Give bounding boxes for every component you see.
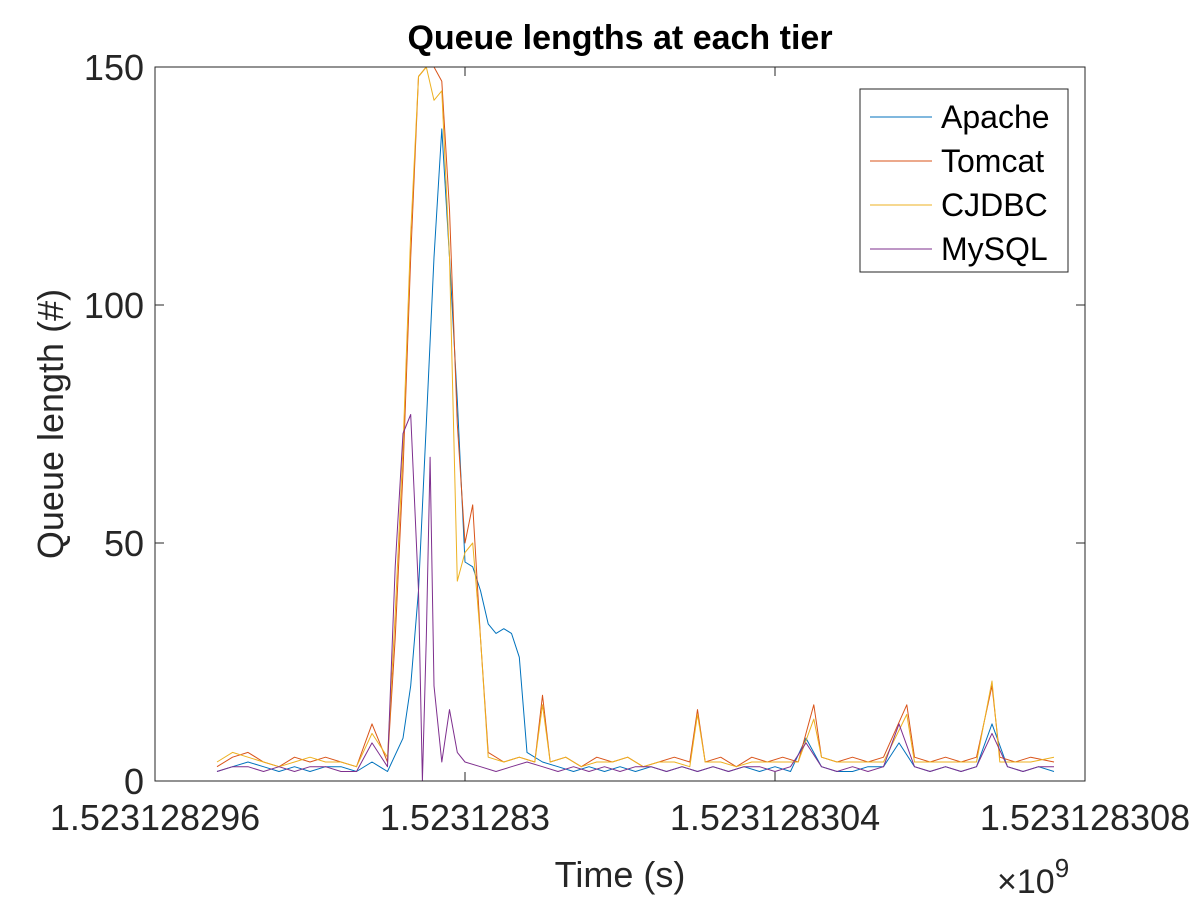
x-axis-label: Time (s) (555, 854, 686, 895)
legend-box (859, 88, 1069, 273)
x-axis-exponent-base: ×10 (997, 863, 1055, 900)
series-line-tomcat (216, 66, 1055, 768)
legend: Apache Tomcat CJDBC MySQL (859, 88, 1069, 273)
ticks-layer: 1.523128296 1.5231283 1.523128304 1.5231283… (50, 47, 1190, 838)
y-tick-label: 50 (104, 523, 144, 564)
x-tick-label: 1.523128296 (50, 797, 260, 838)
x-tick-label: 1.523128304 (670, 797, 880, 838)
y-tick-label: 0 (124, 761, 144, 802)
legend-label-mysql: MySQL (941, 231, 1048, 267)
x-axis-exponent: ×109 (997, 853, 1069, 900)
y-tick-label: 150 (84, 47, 144, 88)
legend-label-apache: Apache (941, 99, 1050, 135)
legend-label-cjdbc: CJDBC (941, 187, 1048, 223)
chart-title: Queue lengths at each tier (407, 19, 832, 57)
legend-label-tomcat: Tomcat (941, 143, 1044, 179)
series-line-mysql (216, 414, 1054, 782)
x-tick-label: 1.523128308 (980, 797, 1190, 838)
y-axis-label: Queue length (#) (30, 289, 71, 559)
x-tick-label: 1.5231283 (380, 797, 550, 838)
axes-box (154, 66, 1086, 782)
x-axis-exponent-power: 9 (1055, 853, 1069, 883)
y-tick-label: 100 (84, 285, 144, 326)
series-line-cjdbc (216, 66, 1055, 768)
legend-entries: Apache Tomcat CJDBC MySQL (870, 99, 1050, 267)
series-layer (216, 66, 1055, 782)
series-line-apache (216, 128, 1055, 772)
